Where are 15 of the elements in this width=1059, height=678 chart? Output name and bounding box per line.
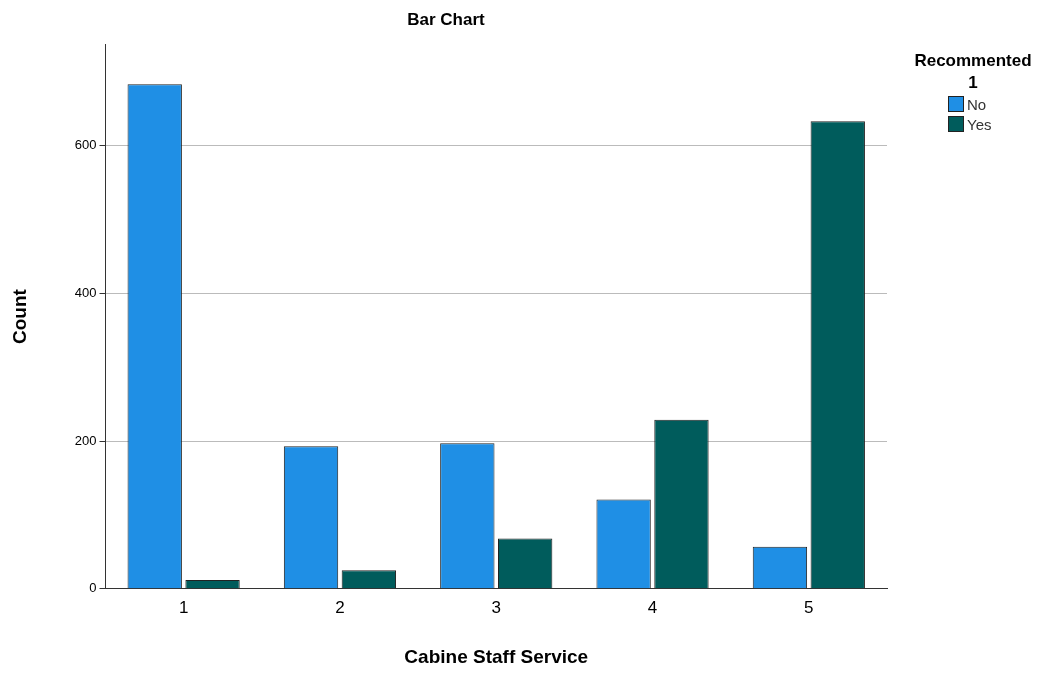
legend-title: Recommented 1: [913, 50, 1033, 94]
y-axis-title: Count: [8, 288, 30, 345]
x-tick-label: 4: [647, 597, 658, 617]
x-tick-label: 3: [491, 597, 501, 617]
y-tick-label: 0: [89, 580, 97, 596]
legend-label: No: [967, 95, 987, 113]
x-axis-title: Cabine Staff Service: [404, 645, 589, 667]
y-tick-label: 200: [74, 432, 97, 448]
y-tick-label: 400: [74, 284, 97, 300]
x-tick-label: 5: [804, 597, 814, 617]
y-tick-label: 600: [74, 137, 97, 153]
chart-title: Bar Chart: [407, 9, 486, 29]
x-tick-label: 2: [335, 597, 345, 617]
x-tick-label: 1: [178, 597, 189, 617]
legend-label: Yes: [967, 115, 992, 133]
